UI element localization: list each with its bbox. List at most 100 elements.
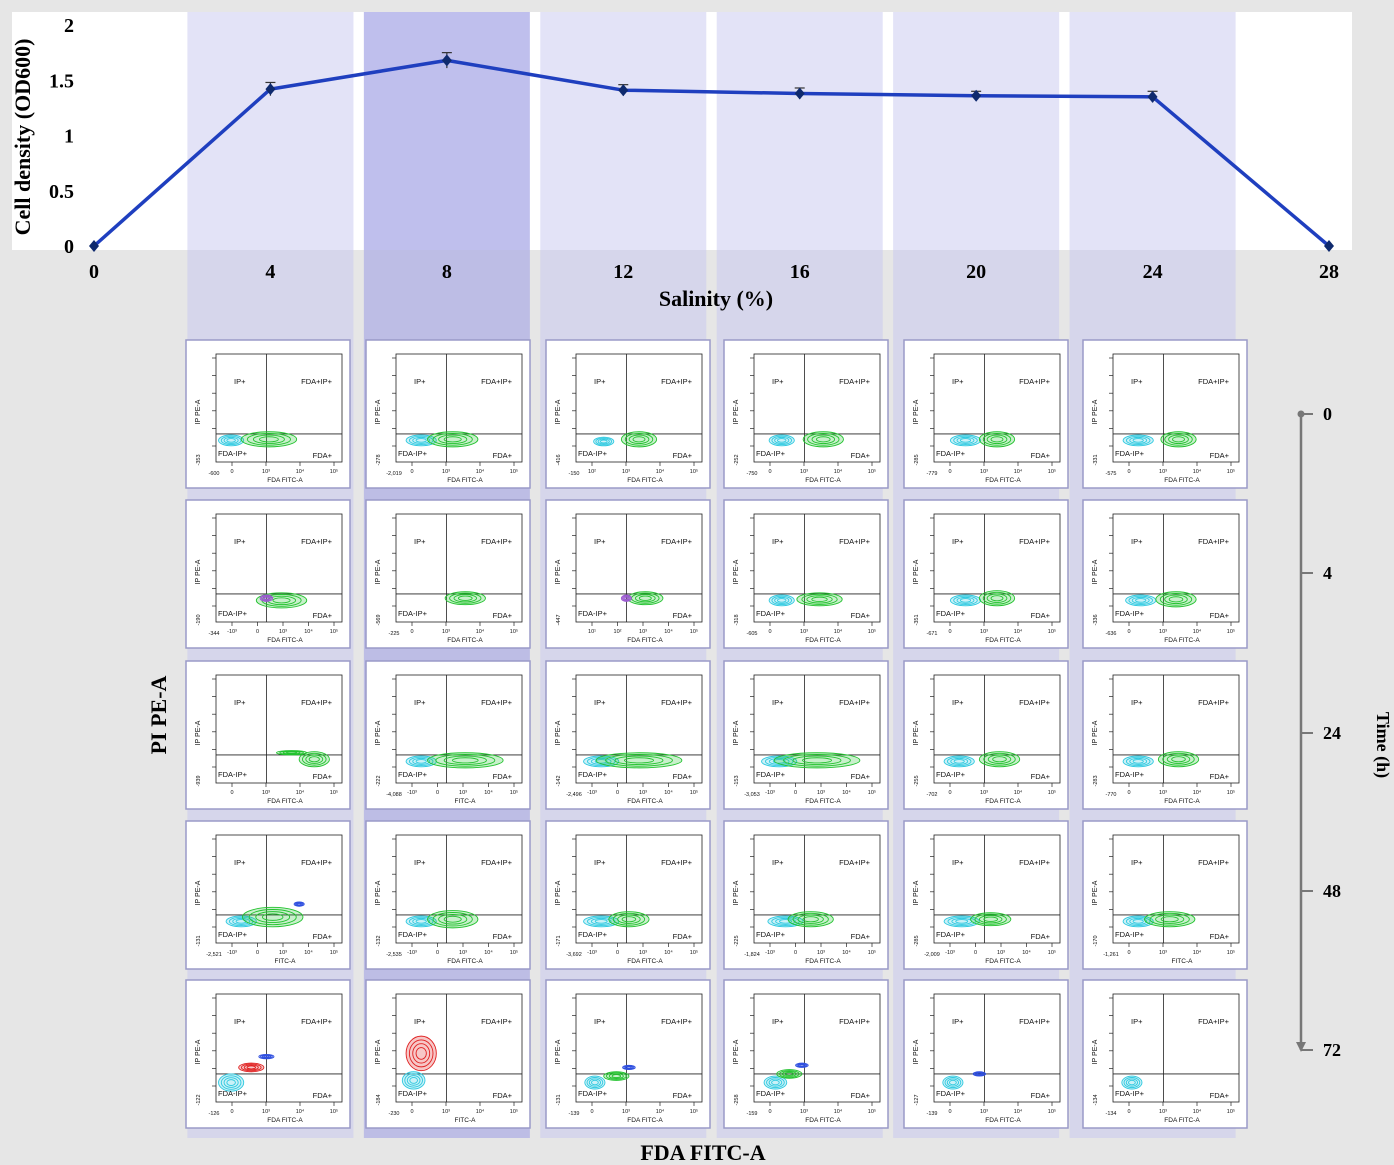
fc-plot-box: [215, 674, 343, 784]
fc-panel-xlabel: FDA FITC-A: [985, 958, 1021, 965]
fc-quadrant-label: IP+: [1131, 537, 1143, 546]
fc-quadrant-label: FDA+: [1031, 611, 1051, 620]
fc-xmin-label: -575: [1105, 471, 1116, 477]
fc-population-contour: [451, 757, 479, 764]
fc-population-contour: [623, 1065, 635, 1070]
fc-x-tick-label: 10⁴: [296, 1108, 305, 1115]
fc-quadrant-label: IP+: [234, 1017, 246, 1026]
fc-population-contour: [990, 436, 1004, 443]
fc-ymin-label: -258: [734, 1094, 740, 1105]
x-tick-label: 0: [89, 261, 99, 283]
fc-xmin-label: -2,535: [386, 952, 402, 958]
x-tick-label: 8: [442, 261, 452, 283]
fc-population-contour: [272, 597, 291, 604]
fc-population-contour: [774, 596, 790, 604]
fc-x-tick-label: 10⁴: [484, 789, 493, 796]
fc-quadrant-label: FDA+IP+: [661, 1017, 692, 1026]
fc-ymin-label: -131: [556, 1094, 562, 1105]
fc-quadrant-label: IP+: [414, 1017, 426, 1026]
fc-population-contour: [792, 755, 842, 766]
fc-quadrant-label: FDA+: [1031, 932, 1051, 941]
fc-quadrant-label: FDA+IP+: [481, 1017, 512, 1026]
fc-panel-xlabel: FDA FITC-A: [805, 477, 841, 484]
fc-population-contour: [1129, 436, 1148, 444]
fc-x-tick-label: 10³: [639, 950, 647, 956]
time-tick-label: 0: [1323, 404, 1332, 424]
fc-quadrant-label: FDA+IP+: [481, 377, 512, 386]
fc-population-contour: [415, 1047, 427, 1060]
fc-panel-xlabel: FDA FITC-A: [985, 477, 1021, 484]
fc-x-tick-label: 10³: [639, 790, 647, 796]
fc-population-contour: [457, 595, 473, 601]
data-point: [1147, 90, 1158, 103]
fc-quadrant-label: FDA+IP+: [1019, 1017, 1050, 1026]
fc-population-contour: [597, 438, 610, 445]
fc-quadrant-label: IP+: [234, 377, 246, 386]
fc-population-contour: [624, 432, 654, 446]
fc-quadrant-label: FDA+IP+: [1019, 698, 1050, 707]
fc-population-contour: [1144, 911, 1196, 928]
fc-x-tick-label: 10⁴: [1193, 468, 1202, 475]
fc-x-tick-label: 10²: [614, 629, 622, 635]
fc-panel: IP+ FDA+IP+ FDA-IP+ FDA+ IP PE-A -134 0 10³ 10⁴ 1…: [1082, 979, 1248, 1129]
fc-population-contour: [404, 1073, 423, 1088]
fc-xmin-label: -4,088: [386, 792, 402, 798]
fc-population-contour: [591, 1079, 599, 1086]
fc-panel: IP+ FDA+IP+ FDA-IP+ FDA+ IP PE-A -225 -10³ 0 10³…: [723, 820, 889, 970]
fc-x-tick-label: 10⁴: [1014, 468, 1023, 475]
fc-population-contour: [401, 1071, 426, 1090]
fc-population-contour: [621, 916, 637, 923]
salinity-band: [363, 12, 530, 250]
fc-x-tick-label: 10⁵: [510, 628, 518, 635]
fc-xmin-label: -3,053: [744, 792, 760, 798]
fc-population-contour: [255, 911, 291, 923]
fc-population-contour: [444, 591, 486, 606]
fc-quadrant-label: FDA+: [313, 611, 333, 620]
fc-x-tick-label: 0: [768, 469, 771, 475]
fc-population-contour: [983, 916, 999, 922]
fc-quadrant-label: IP+: [234, 537, 246, 546]
time-axis: 0 4 24 48 72: [1296, 404, 1341, 1060]
fc-panel-xlabel: FDA FITC-A: [1164, 477, 1200, 484]
fc-population-contour: [784, 1072, 795, 1076]
fc-population-contour: [1155, 591, 1197, 608]
fc-population-contour: [1125, 1078, 1138, 1087]
fc-panel-ylabel: IP PE-A: [375, 1039, 382, 1064]
fc-population-contour: [956, 436, 975, 444]
fc-population-contour: [225, 915, 257, 928]
fc-population-contour: [1162, 752, 1195, 766]
fc-population-contour: [974, 913, 1007, 925]
fc-population-contour: [595, 437, 613, 446]
fc-quadrant-label: FDA-IP+: [936, 449, 966, 458]
fc-x-tick-label: 10⁵: [1048, 468, 1056, 475]
fc-x-tick-label: 0: [256, 629, 259, 635]
fc-quadrant-label: FDA+IP+: [301, 1017, 332, 1026]
fc-quadrant-label: FDA+IP+: [1198, 858, 1229, 867]
y-axis-title: Cell density (OD600): [10, 39, 35, 236]
fc-quadrant-label: FDA-IP+: [1115, 930, 1145, 939]
fc-population-contour: [1171, 756, 1186, 763]
fc-panel-ylabel: IP PE-A: [733, 880, 740, 905]
fc-population-contour: [1155, 914, 1185, 924]
fc-panel: IP+ FDA+IP+ FDA-IP+ FDA+ IP PE-A -447 10¹ 10² 10…: [545, 499, 711, 649]
fc-panel-xlabel: FITC-A: [275, 958, 297, 965]
fc-population-contour: [449, 592, 482, 604]
fc-panel-ylabel: IP PE-A: [195, 1039, 202, 1064]
fc-panel-xlabel: FDA FITC-A: [985, 1117, 1021, 1124]
fc-quadrant-label: FDA+IP+: [1198, 698, 1229, 707]
fc-x-tick-label: 0: [410, 1109, 413, 1115]
fc-quadrant-label: IP+: [414, 698, 426, 707]
fc-population-contour: [409, 1077, 418, 1084]
fc-panel-ylabel: IP PE-A: [555, 559, 562, 584]
fc-population-contour: [771, 435, 792, 446]
fc-x-tick-label: 10³: [262, 1109, 270, 1115]
fc-quadrant-label: FDA-IP+: [398, 1089, 428, 1098]
fc-population-contour: [588, 1078, 601, 1087]
fc-population-contour: [811, 434, 836, 445]
fc-population-contour: [949, 434, 982, 447]
fc-quadrant-label: FDA+: [673, 772, 693, 781]
fc-x-tick-label: 10²: [588, 469, 596, 475]
fc-population-contour: [1122, 915, 1154, 928]
fc-x-tick-label: 10⁵: [330, 949, 338, 956]
